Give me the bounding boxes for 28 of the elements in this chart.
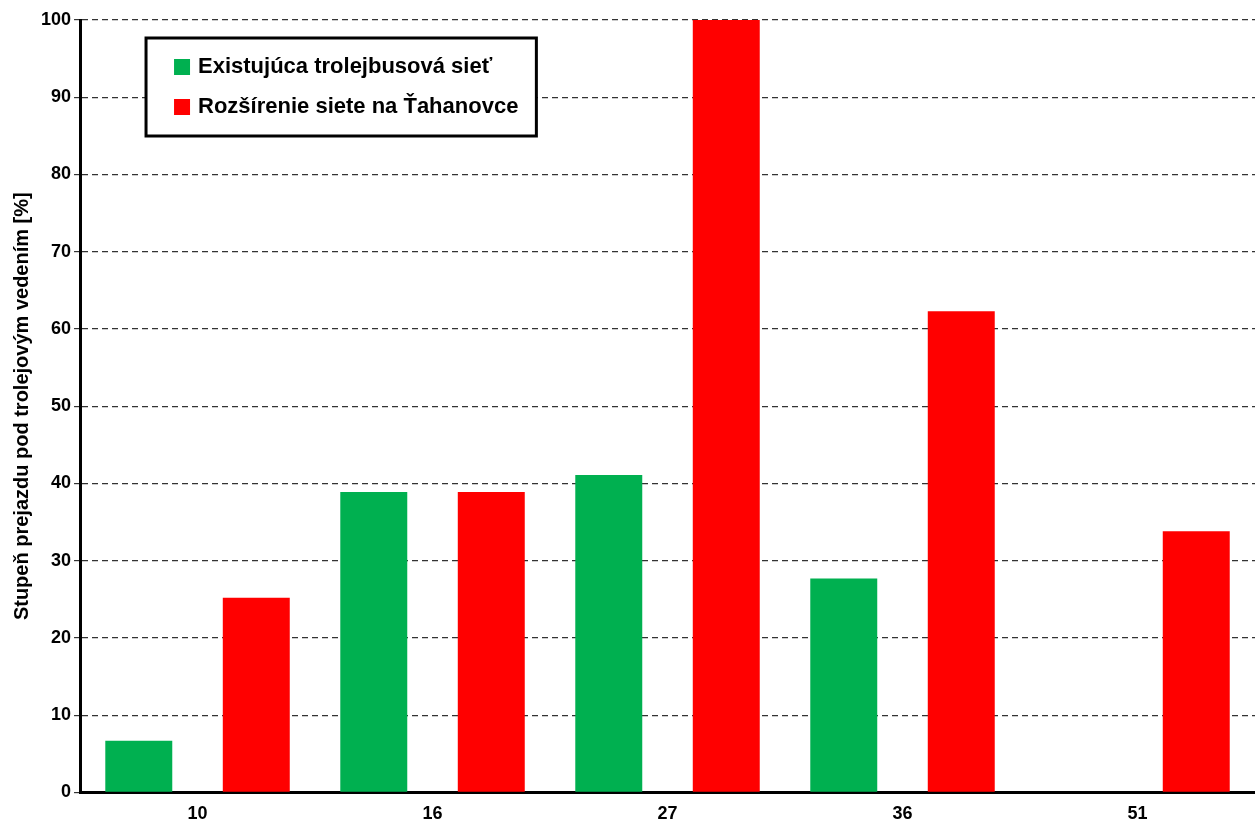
bar bbox=[340, 491, 408, 792]
y-tick-label: 70 bbox=[51, 240, 72, 261]
y-tick-label: 10 bbox=[51, 704, 72, 725]
y-tick-label: 100 bbox=[40, 8, 72, 29]
y-tick-label: 90 bbox=[51, 86, 72, 107]
x-tick-label: 27 bbox=[657, 803, 678, 824]
y-tick-label: 60 bbox=[51, 317, 72, 338]
x-tick-label: 16 bbox=[422, 803, 443, 824]
y-axis-title: Stupeň prejazdu pod trolejovým vedením [%] bbox=[9, 192, 32, 621]
y-tick-label: 30 bbox=[51, 549, 72, 570]
bar bbox=[810, 578, 878, 792]
y-tick-label: 40 bbox=[51, 472, 72, 493]
bar bbox=[575, 474, 643, 792]
bar bbox=[1162, 531, 1230, 792]
y-tick-label: 80 bbox=[51, 163, 72, 184]
bar bbox=[457, 491, 525, 792]
y-tick-label: 50 bbox=[51, 395, 72, 416]
bar bbox=[222, 597, 290, 792]
y-tick-label: 20 bbox=[51, 626, 72, 647]
y-tick-label: 0 bbox=[61, 781, 72, 802]
legend-label: Rozšírenie siete na Ťahanovce bbox=[198, 93, 519, 119]
x-tick-label: 51 bbox=[1127, 803, 1148, 824]
bar bbox=[692, 20, 760, 792]
x-tick-label: 10 bbox=[187, 803, 208, 824]
legend-label: Existujúca trolejbusová sieť bbox=[198, 53, 493, 79]
bar bbox=[105, 740, 173, 792]
bar bbox=[927, 311, 995, 792]
x-tick-label: 36 bbox=[892, 803, 913, 824]
